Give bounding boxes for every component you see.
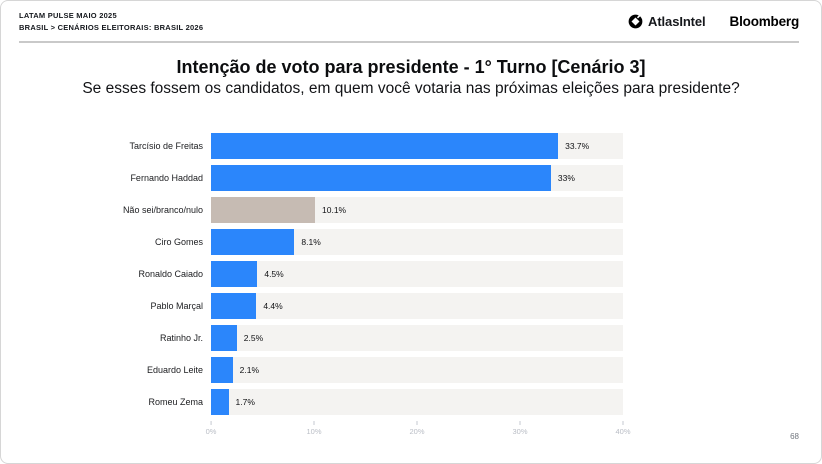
axis-tick: 40% [615,421,631,436]
value-label: 33.7% [565,141,590,151]
chart-row: Não sei/branco/nulo 10.1% [1,197,821,223]
chart-row: Ronaldo Caiado 4.5% [1,261,821,287]
atlasintel-icon [628,14,643,29]
candidate-label: Romeu Zema [148,397,203,407]
bar-track: 10.1% [211,197,623,223]
candidate-label: Ronaldo Caiado [138,269,203,279]
bar [211,197,316,223]
axis-tick: 30% [512,421,528,436]
chart-row: Romeu Zema 1.7% [1,389,821,415]
bar [211,261,258,287]
candidate-label: Pablo Marçal [150,301,203,311]
axis-tick: 20% [409,421,425,436]
chart-row: Ciro Gomes 8.1% [1,229,821,255]
bar-track: 33% [211,165,623,191]
brand-logos: AtlasIntel Bloomberg [628,14,799,29]
tick-mark [210,421,212,425]
report-kicker: LATAM PULSE MAIO 2025 BRASIL > CENÁRIOS … [19,10,203,33]
axis-tick: 0% [205,421,217,436]
tick-label: 40% [615,427,631,436]
value-label: 4.5% [264,269,284,279]
bar [211,133,559,159]
chart-rows: Tarcísio de Freitas 33.7% Fernando Haddad 3… [1,133,821,415]
bloomberg-wordmark: Bloomberg [729,14,800,29]
tick-label: 20% [409,427,425,436]
bar-chart: Tarcísio de Freitas 33.7% Fernando Haddad 3… [1,133,821,436]
atlasintel-wordmark: AtlasIntel [648,14,706,29]
bar [211,357,233,383]
bar-track: 2.1% [211,357,623,383]
value-label: 1.7% [235,397,255,407]
value-label: 10.1% [322,205,347,215]
chart-row: Pablo Marçal 4.4% [1,293,821,319]
chart-row: Tarcísio de Freitas 33.7% [1,133,821,159]
value-label: 2.1% [239,365,259,375]
bar-track: 1.7% [211,389,623,415]
atlasintel-logo: AtlasIntel [628,14,706,29]
bar-track: 33.7% [211,133,623,159]
x-axis: 0% 10% 20% 30% 40% [206,421,631,439]
tick-label: 0% [205,427,217,436]
candidate-label: Não sei/branco/nulo [122,205,203,215]
value-label: 2.5% [243,333,264,343]
value-label: 4.4% [263,301,283,311]
chart-row: Fernando Haddad 33% [1,165,821,191]
tick-mark [313,421,315,425]
header-divider [19,41,799,43]
kicker-line2: BRASIL > CENÁRIOS ELEITORAIS: BRASIL 202… [19,22,204,32]
bar-track: 2.5% [211,325,623,351]
bar [211,389,229,415]
candidate-label: Eduardo Leite [146,365,203,375]
tick-mark [416,421,418,425]
bar [211,293,257,319]
tick-label: 30% [512,427,528,436]
chart-subtitle: Se esses fossem os candidatos, em quem v… [82,80,740,97]
value-label: 8.1% [301,237,321,247]
tick-mark [519,421,521,425]
bar [211,229,295,255]
chart-row: Eduardo Leite 2.1% [1,357,821,383]
tick-mark [622,421,624,425]
bar [211,165,551,191]
chart-row: Ratinho Jr. 2.5% [1,325,821,351]
bar [211,325,237,351]
candidate-label: Ciro Gomes [154,237,203,247]
candidate-label: Fernando Haddad [130,173,203,183]
tick-label: 10% [306,427,322,436]
bar-track: 8.1% [211,229,623,255]
chart-title: Intenção de voto para presidente - 1° Tu… [176,57,646,77]
kicker-line1: LATAM PULSE MAIO 2025 [19,11,117,20]
bar-track: 4.4% [211,293,623,319]
candidate-label: Tarcísio de Freitas [129,141,203,151]
bar-track: 4.5% [211,261,623,287]
value-label: 33% [557,173,575,183]
axis-tick: 10% [306,421,322,436]
page-number: 68 [790,432,799,441]
candidate-label: Ratinho Jr. [159,333,203,343]
